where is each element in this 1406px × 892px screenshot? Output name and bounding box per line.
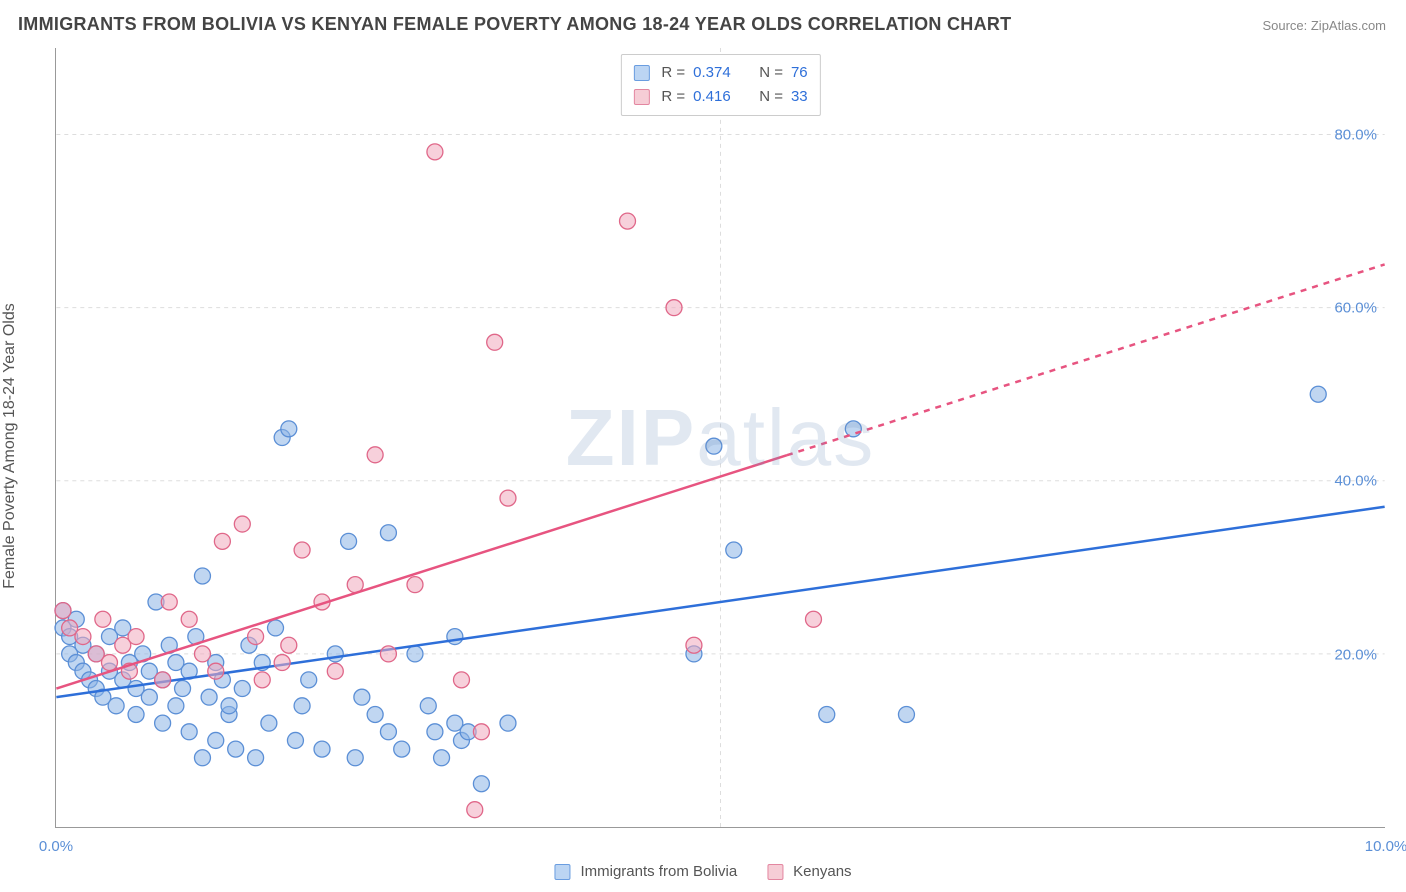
- y-tick-label: 20.0%: [1334, 646, 1377, 663]
- legend-bottom: Immigrants from Bolivia Kenyans: [554, 863, 851, 880]
- legend-label: Kenyans: [793, 863, 851, 880]
- chart-title: IMMIGRANTS FROM BOLIVIA VS KENYAN FEMALE…: [18, 14, 1011, 35]
- scatter-plot-svg: [56, 48, 1385, 827]
- x-tick-label: 10.0%: [1365, 838, 1406, 855]
- legend-swatch: [633, 89, 649, 105]
- legend-swatch: [767, 864, 783, 880]
- legend-row: R = 0.374 N = 76: [633, 61, 807, 85]
- legend-label: Immigrants from Bolivia: [580, 863, 737, 880]
- legend-swatch: [633, 65, 649, 81]
- y-tick-label: 40.0%: [1334, 473, 1377, 490]
- source-label: Source: ZipAtlas.com: [1262, 18, 1386, 33]
- y-tick-label: 80.0%: [1334, 126, 1377, 143]
- y-axis-label: Female Poverty Among 18-24 Year Olds: [1, 303, 19, 589]
- plot-area: ZIPatlas R = 0.374 N = 76R = 0.416 N = 3…: [55, 48, 1385, 828]
- legend-item: Immigrants from Bolivia: [554, 863, 737, 880]
- legend-correlation-box: R = 0.374 N = 76R = 0.416 N = 33: [620, 54, 820, 116]
- legend-swatch: [554, 864, 570, 880]
- legend-row: R = 0.416 N = 33: [633, 85, 807, 109]
- y-tick-label: 60.0%: [1334, 300, 1377, 317]
- x-tick-label: 0.0%: [39, 838, 73, 855]
- legend-item: Kenyans: [767, 863, 851, 880]
